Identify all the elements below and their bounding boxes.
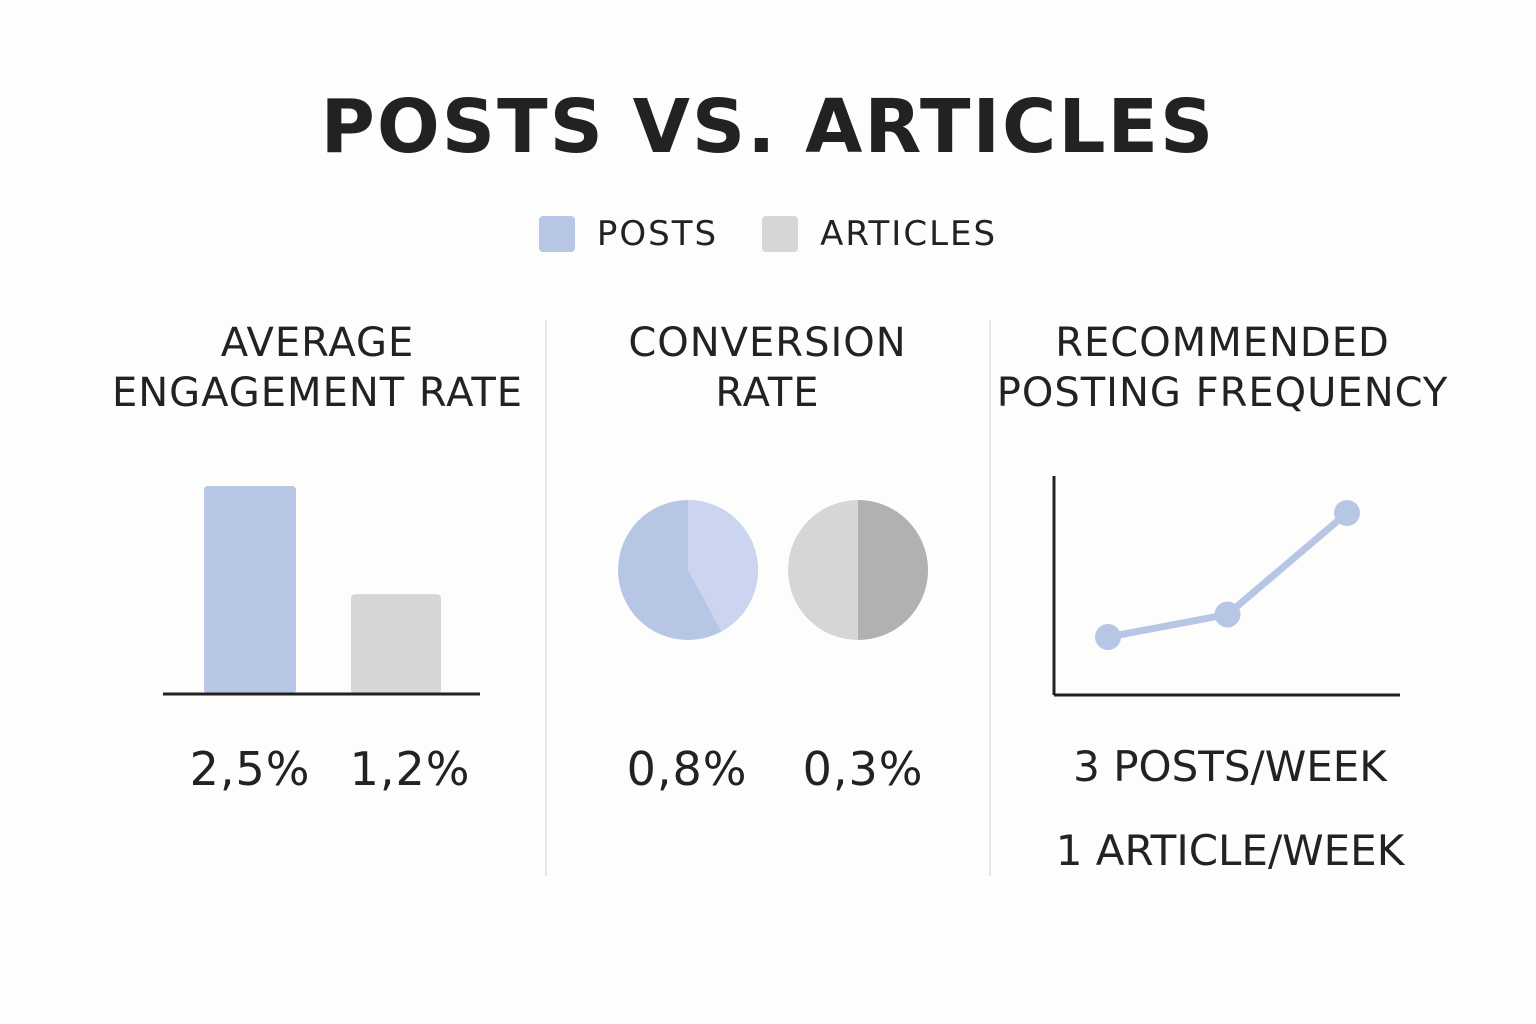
frequency-point-3	[1334, 500, 1360, 526]
legend: POSTS ARTICLES	[0, 212, 1536, 256]
engagement-title-line1: AVERAGE	[220, 320, 415, 366]
legend-label-articles: ARTICLES	[820, 214, 998, 254]
frequency-articles-value: 1 ARTICLE/WEEK	[1055, 826, 1405, 875]
frequency-title-line2: POSTING FREQUENCY	[996, 370, 1449, 416]
legend-item-articles: ARTICLES	[762, 214, 997, 254]
page-title: POSTS VS. ARTICLES	[320, 84, 1216, 170]
posts-swatch-icon	[538, 216, 575, 252]
divider-left	[545, 320, 547, 876]
engagement-title-line2: ENGAGEMENT RATE	[111, 370, 524, 416]
conversion-posts-value: 0,8%	[626, 742, 748, 796]
conversion-panel-title: CONVERSION RATE	[550, 318, 985, 418]
conversion-pie-slice-articles	[858, 500, 928, 640]
frequency-panel-title: RECOMMENDED POSTING FREQUENCY	[995, 318, 1450, 418]
frequency-posts-value: 3 POSTS/WEEK	[1073, 742, 1387, 791]
engagement-posts-value: 2,5%	[189, 742, 311, 796]
conversion-articles-value: 0,3%	[802, 742, 924, 796]
divider-right	[989, 320, 991, 876]
engagement-bar-articles	[351, 594, 441, 694]
frequency-point-2	[1214, 601, 1241, 628]
conversion-title-line1: CONVERSION	[628, 320, 907, 366]
legend-label-posts: POSTS	[596, 214, 719, 254]
engagement-bar-posts	[204, 486, 296, 694]
frequency-point-1	[1095, 624, 1121, 650]
legend-item-posts: POSTS	[538, 214, 719, 254]
conversion-title-line2: RATE	[715, 370, 820, 416]
articles-swatch-icon	[762, 216, 799, 252]
engagement-articles-value: 1,2%	[349, 742, 471, 796]
engagement-panel-title: AVERAGE ENGAGEMENT RATE	[80, 318, 555, 418]
conversion-pie-slice-posts	[688, 500, 759, 632]
frequency-title-line1: RECOMMENDED	[1055, 320, 1390, 366]
